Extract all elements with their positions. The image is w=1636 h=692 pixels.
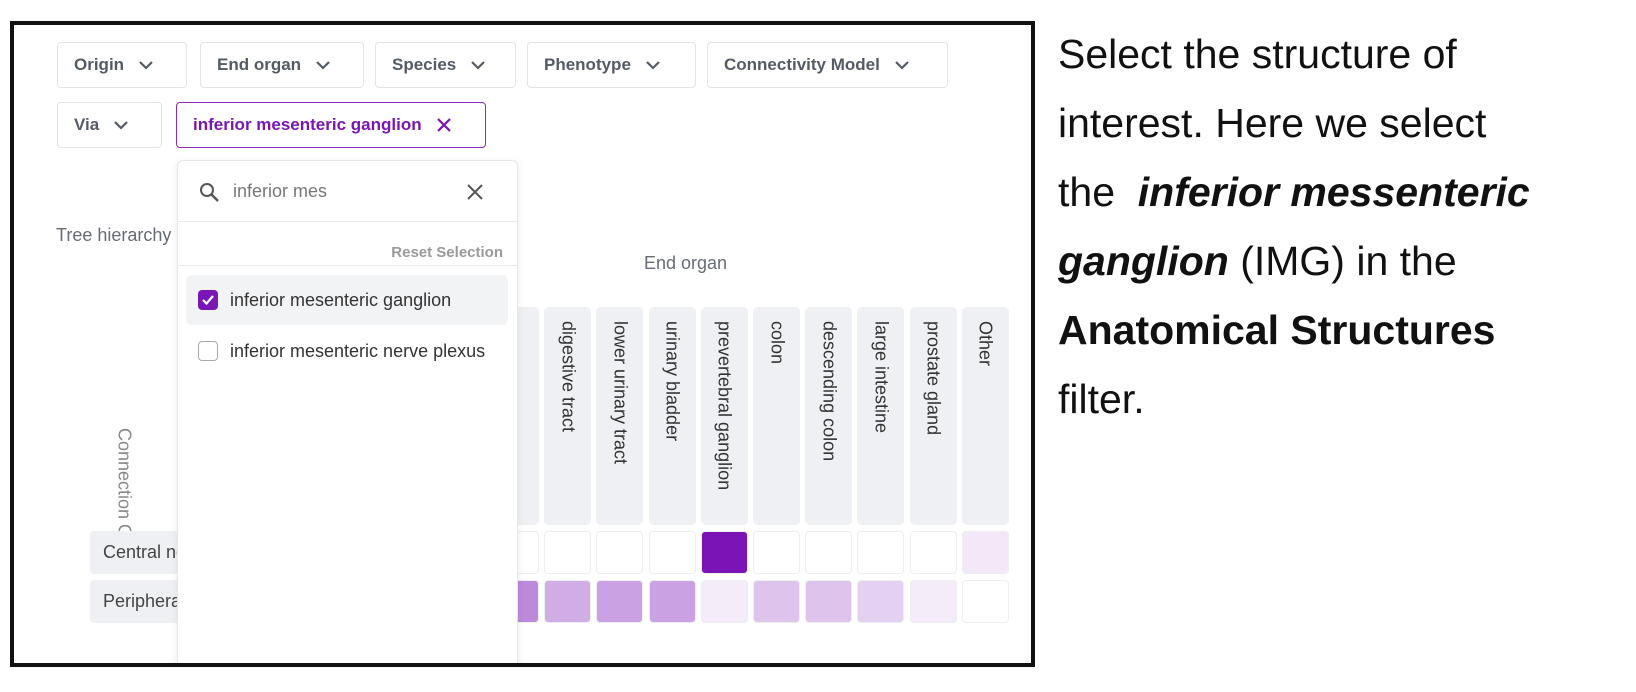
- heat-cell: [596, 531, 644, 574]
- caption-text: Anatomical Structures: [1058, 307, 1496, 353]
- filter-chip[interactable]: Via: [57, 102, 162, 148]
- checkbox[interactable]: [198, 341, 218, 361]
- heat-cell: [961, 531, 1009, 574]
- heat-cell: [648, 580, 696, 623]
- check: [202, 295, 214, 306]
- heat-cell: [753, 580, 800, 623]
- option-label: inferior mesenteric nerve plexus: [230, 340, 486, 361]
- chevron: [114, 121, 128, 130]
- heat-cell: [753, 531, 800, 574]
- heat-cell: [700, 531, 748, 574]
- column-header: prevertebral ganglion: [700, 307, 748, 525]
- column-label: large intestine: [871, 321, 892, 434]
- filter-chip[interactable]: Connectivity Model: [707, 42, 948, 88]
- column-label: urinary bladder: [662, 321, 683, 442]
- checkbox[interactable]: [198, 290, 218, 310]
- search-icon: [200, 183, 219, 202]
- heat-cell: [805, 531, 853, 574]
- column-label: colon: [767, 321, 787, 365]
- column-header: large intestine: [857, 307, 905, 525]
- heat-cell: [909, 531, 957, 574]
- heat-cell: [857, 531, 905, 574]
- chip-label: Species: [392, 55, 457, 74]
- heat-cell: [596, 580, 644, 623]
- column-label: digestive tract: [558, 321, 579, 433]
- option[interactable]: inferior mesenteric nerve plexus: [186, 326, 508, 376]
- chevron: [316, 61, 330, 70]
- x-axis-title: End organ: [644, 253, 728, 273]
- chip-label: Connectivity Model: [724, 55, 880, 74]
- caption-text: interest. Here we select: [1058, 100, 1487, 146]
- column-header: urinary bladder: [648, 307, 696, 525]
- filter-chip[interactable]: Phenotype: [527, 42, 696, 88]
- column-header: digestive tract: [544, 307, 592, 525]
- chip-label: Phenotype: [544, 55, 631, 74]
- chip-label: inferior mesenteric ganglion: [193, 115, 422, 134]
- column-label: prostate gland: [923, 321, 944, 436]
- heat-cell: [700, 580, 748, 623]
- heat-cell: [544, 531, 592, 574]
- divider: [178, 265, 517, 266]
- reset-selection[interactable]: Reset Selection: [391, 244, 503, 261]
- column-label: prevertebral ganglion: [714, 321, 735, 491]
- option[interactable]: inferior mesenteric ganglion: [186, 275, 508, 325]
- chip-label: End organ: [217, 55, 302, 74]
- selected-chip[interactable]: inferior mesenteric ganglion: [176, 102, 486, 148]
- column-label: descending colon: [819, 321, 840, 462]
- caption-text: the: [1058, 169, 1138, 215]
- heat-cell: [544, 580, 592, 623]
- filter-chip[interactable]: End organ: [200, 42, 364, 88]
- column-label: Other: [975, 321, 996, 367]
- dropdown: inferior mes Reset Selection inferior me…: [177, 160, 518, 663]
- divider: [178, 221, 517, 222]
- caption: Select the structure of interest. Here we…: [1058, 20, 1530, 434]
- chevron: [895, 61, 909, 70]
- heat-cell: [961, 580, 1009, 623]
- chevron: [471, 61, 486, 70]
- filter-chip[interactable]: Species: [375, 42, 516, 88]
- column-header: Other: [961, 307, 1009, 525]
- caption-text: ganglion: [1058, 238, 1229, 284]
- caption-text: Select the structure of: [1058, 31, 1457, 77]
- heat-cell: [909, 580, 957, 623]
- clear-search[interactable]: [466, 183, 484, 201]
- filter-chip[interactable]: Origin: [57, 42, 187, 88]
- heat-cell: [857, 580, 905, 623]
- column-header: prostate gland: [909, 307, 957, 525]
- chevron: [646, 61, 660, 70]
- chevron: [139, 61, 153, 70]
- search-input[interactable]: inferior mes: [233, 181, 328, 201]
- column-header: descending colon: [805, 307, 853, 525]
- chip-label: Origin: [74, 55, 125, 74]
- app-frame: Tree hierarchy End organ Connection Orig…: [10, 21, 1035, 667]
- column-header: lower urinary tract: [596, 307, 644, 525]
- chip-label: Via: [74, 115, 100, 134]
- caption-text: inferior messenteric: [1137, 169, 1530, 215]
- column-header: colon: [753, 307, 800, 525]
- heat-cell: [648, 531, 696, 574]
- caption-text: (IMG) in the: [1228, 238, 1457, 284]
- caption-text: filter.: [1058, 376, 1145, 422]
- column-label: lower urinary tract: [610, 321, 631, 465]
- option-label: inferior mesenteric ganglion: [230, 289, 452, 310]
- tree-label: Tree hierarchy: [56, 225, 172, 245]
- remove-icon[interactable]: [436, 117, 452, 133]
- heat-cell: [805, 580, 853, 623]
